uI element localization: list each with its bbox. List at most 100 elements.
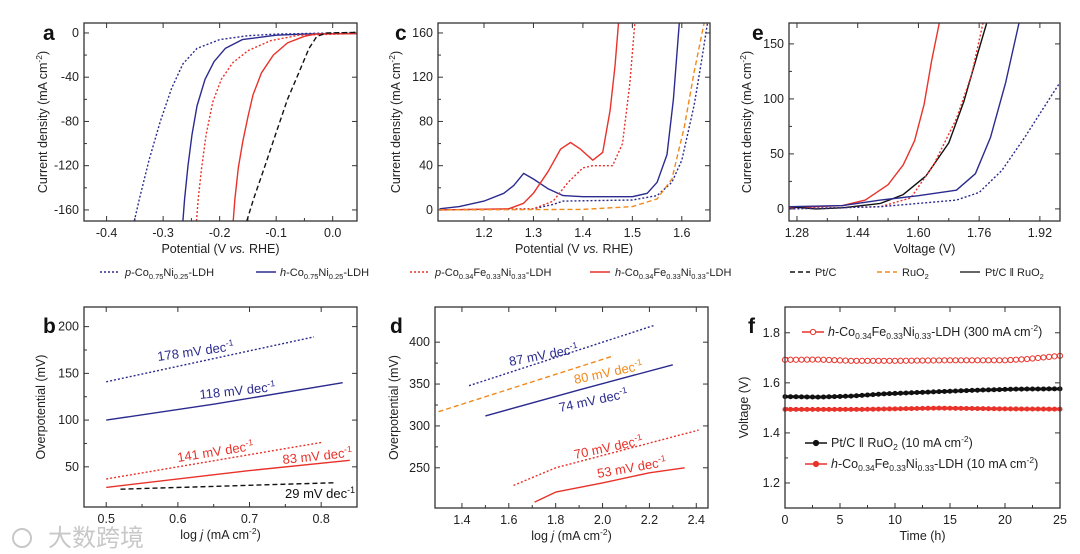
text-segment: -Co xyxy=(835,325,855,339)
data-point-marker xyxy=(975,387,980,393)
data-point-marker xyxy=(1019,386,1024,392)
data-point-marker xyxy=(1045,353,1053,360)
data-point-marker xyxy=(919,357,926,364)
superscript: -2 xyxy=(738,55,748,63)
superscript: -2 xyxy=(249,526,257,536)
data-point-marker xyxy=(1013,406,1019,412)
panel-letter: a xyxy=(43,22,55,45)
italic-segment: vs. xyxy=(583,242,599,256)
y-tick-label: 40 xyxy=(419,159,433,173)
text-segment: (mA cm xyxy=(203,528,249,542)
x-tick-label: -0.1 xyxy=(265,226,287,240)
y-tick-label: 80 xyxy=(419,114,433,128)
data-point-marker xyxy=(914,390,920,396)
text-segment: ) xyxy=(36,51,50,55)
data-point-marker xyxy=(974,357,981,364)
data-point-marker xyxy=(897,357,904,364)
data-point-marker xyxy=(826,394,832,400)
subscript: 0.34 xyxy=(459,272,474,281)
data-point-marker xyxy=(931,405,936,411)
series-line-h-co0-34fe0-33ni0-33-ldh xyxy=(534,467,685,503)
text-segment: ) xyxy=(389,51,403,55)
text-segment: 141 mV dec xyxy=(176,439,247,465)
y-tick-label: 1.2 xyxy=(763,476,780,490)
series-line-p-co0-75ni0-25-ldh xyxy=(106,336,315,383)
data-point-marker xyxy=(804,406,810,412)
data-point-marker xyxy=(886,357,893,364)
superscript: -1 xyxy=(267,378,276,389)
data-point-marker xyxy=(870,406,876,412)
y-tick-label: 50 xyxy=(65,460,79,474)
y-tick-label: 0 xyxy=(72,26,79,40)
text-segment: -LDH xyxy=(706,267,732,279)
x-tick-label: 1.92 xyxy=(1028,226,1052,240)
data-point-marker xyxy=(1013,386,1019,392)
series-line-h-co0-34fe0-33ni0-33-ldh xyxy=(106,459,350,489)
data-point-marker xyxy=(985,357,992,364)
data-point-marker xyxy=(847,357,855,364)
data-point-marker xyxy=(1024,406,1030,412)
text-segment: Time (h) xyxy=(899,529,945,543)
data-point-marker xyxy=(980,387,986,393)
subscript: 0.33 xyxy=(915,331,932,341)
data-point-marker xyxy=(804,394,810,400)
data-point-marker xyxy=(941,357,948,364)
italic-segment: h xyxy=(828,325,835,339)
superscript: -1 xyxy=(225,337,234,348)
subscript: 0.33 xyxy=(511,272,526,281)
data-point-marker xyxy=(903,406,909,412)
superscript: -1 xyxy=(343,444,352,455)
italic-segment: h xyxy=(831,457,838,471)
y-tick-label: 300 xyxy=(409,419,430,433)
data-point-marker xyxy=(892,406,898,412)
panel-letter: b xyxy=(43,315,56,338)
superscript: -1 xyxy=(618,385,628,396)
x-tick-label: 1.6 xyxy=(673,226,690,240)
data-point-marker xyxy=(936,405,942,411)
data-point-marker xyxy=(881,391,887,397)
data-point-marker xyxy=(858,357,866,364)
series-line-h-co0-34fe0-33ni0-33-ldh xyxy=(789,23,940,209)
text-segment: Overpotential (mV) xyxy=(34,355,48,460)
data-point-marker xyxy=(1035,406,1041,412)
x-tick-label: 2.2 xyxy=(641,513,658,527)
superscript: -1 xyxy=(657,453,667,464)
x-tick-label: 0.6 xyxy=(169,512,186,526)
data-point-marker xyxy=(936,389,942,395)
data-point-marker xyxy=(1002,386,1008,392)
data-point-marker xyxy=(1030,406,1035,412)
text-segment: Potential (V xyxy=(161,242,229,256)
data-point-marker xyxy=(825,356,833,364)
superscript: -2 xyxy=(1031,323,1039,333)
data-point-marker xyxy=(1007,356,1014,364)
text-segment: -Co xyxy=(286,267,304,279)
text-segment: log xyxy=(531,529,551,543)
subscript: 2 xyxy=(925,272,929,281)
data-point-marker xyxy=(848,406,854,412)
x-tick-label: 1.4 xyxy=(453,513,470,527)
text-segment: 29 mV dec xyxy=(285,486,348,501)
series-line-ruo2 xyxy=(438,355,613,413)
data-point-marker xyxy=(1040,354,1047,361)
data-point-marker xyxy=(788,394,793,400)
data-point-marker xyxy=(964,405,969,411)
y-tick-label: 200 xyxy=(58,320,79,334)
data-point-marker xyxy=(979,357,987,364)
subscript: 0.33 xyxy=(486,272,501,281)
italic-segment: vs. xyxy=(230,242,246,256)
text-segment: RHE) xyxy=(246,242,280,256)
text-segment: -Co xyxy=(131,267,149,279)
series-line-h-co0-34fe0-33ni0-33-ldh xyxy=(232,32,357,221)
x-tick-label: 10 xyxy=(888,513,902,527)
data-point-marker xyxy=(1041,406,1046,412)
data-point-marker xyxy=(1024,386,1030,392)
superscript: -1 xyxy=(244,437,253,448)
series-line-h-co0-75ni0-25-ldh xyxy=(789,23,1020,208)
data-point-marker xyxy=(1029,355,1036,362)
data-point-marker xyxy=(859,392,865,398)
y-tick-label: 1.6 xyxy=(763,376,780,390)
series-line-p-co0-34fe0-33ni0-33-ldh xyxy=(439,23,636,211)
y-axis-label: Current density (mA cm-2) xyxy=(387,51,403,193)
